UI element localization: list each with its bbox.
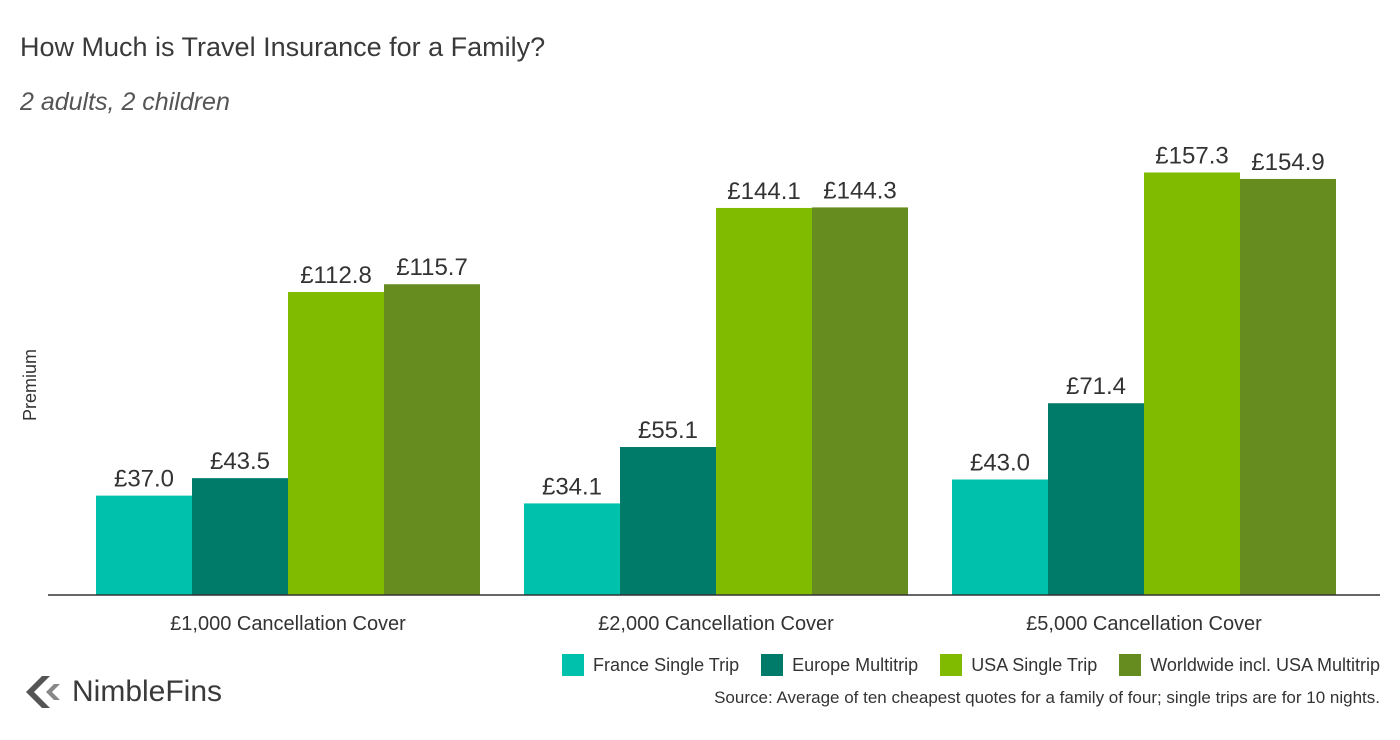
legend: France Single Trip Europe Multitrip USA Si…: [562, 654, 1380, 676]
category-label-0: £1,000 Cancellation Cover: [170, 613, 406, 635]
bar-3-2: [1240, 178, 1336, 595]
bar-chart: Premium £37.0 £43.5 £112.8 £115.7 £34.1 £55.1…: [20, 142, 1380, 635]
bar-1-0: [192, 478, 288, 595]
legend-swatch-0: [562, 654, 585, 676]
bar-0-0: [96, 495, 192, 595]
brand-name: NimbleFins: [72, 675, 223, 708]
bar-label-3-1: £144.3: [823, 177, 896, 204]
legend-label-0: France Single Trip: [593, 654, 740, 675]
legend-item-3: Worldwide incl. USA Multitrip: [1119, 654, 1380, 676]
legend-item-1: Europe Multitrip: [761, 654, 918, 676]
legend-label-2: USA Single Trip: [971, 654, 1098, 675]
bar-label-3-2: £154.9: [1251, 149, 1324, 176]
legend-label-3: Worldwide incl. USA Multitrip: [1150, 654, 1380, 675]
brand-logo: NimbleFins: [20, 674, 222, 710]
chart-title: How Much is Travel Insurance for a Famil…: [20, 32, 546, 62]
bar-1-2: [1048, 403, 1144, 595]
bar-label-0-2: £43.0: [970, 450, 1030, 477]
chart-subtitle: 2 adults, 2 children: [20, 88, 230, 116]
bar-label-3-0: £115.7: [396, 254, 468, 281]
bar-1-1: [620, 447, 716, 595]
bar-label-1-0: £43.5: [210, 448, 270, 475]
bar-label-1-2: £71.4: [1066, 373, 1126, 400]
bar-3-1: [812, 207, 908, 595]
bar-2-1: [716, 207, 812, 596]
category-labels: £1,000 Cancellation Cover £2,000 Cancella…: [170, 613, 1262, 635]
legend-label-1: Europe Multitrip: [792, 654, 919, 675]
bar-label-1-1: £55.1: [638, 417, 698, 444]
legend-item-2: USA Single Trip: [940, 654, 1097, 676]
bar-label-0-1: £34.1: [542, 473, 602, 500]
legend-swatch-2: [940, 654, 963, 676]
source-note: Source: Average of ten cheapest quotes f…: [714, 688, 1380, 707]
bar-label-0-0: £37.0: [114, 466, 174, 493]
legend-swatch-3: [1119, 654, 1142, 676]
legend-item-0: France Single Trip: [562, 654, 739, 676]
category-label-1: £2,000 Cancellation Cover: [598, 613, 834, 635]
bar-label-2-1: £144.1: [727, 178, 800, 205]
legend-swatch-1: [761, 654, 784, 676]
category-label-2: £5,000 Cancellation Cover: [1026, 613, 1262, 635]
bar-0-1: [524, 503, 620, 595]
bar-3-0: [384, 284, 480, 595]
bar-2-0: [288, 292, 384, 595]
bar-label-2-2: £157.3: [1155, 142, 1228, 169]
bar-2-2: [1144, 172, 1240, 596]
bar-0-2: [952, 479, 1048, 595]
nimblefins-logo-icon: [26, 676, 60, 708]
y-axis-label: Premium: [20, 349, 40, 421]
bars-group: £37.0 £43.5 £112.8 £115.7 £34.1 £55.1 £144.1 £1…: [96, 142, 1336, 596]
bar-label-2-0: £112.8: [300, 262, 372, 289]
